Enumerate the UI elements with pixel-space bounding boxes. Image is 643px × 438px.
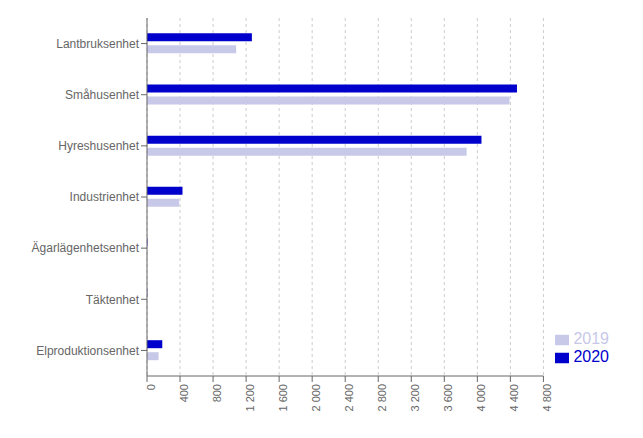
svg-text:0: 0 [145, 384, 157, 390]
svg-text:Industrienhet: Industrienhet [70, 190, 140, 204]
svg-text:2 000: 2 000 [310, 384, 322, 412]
html-text:2020: 2020 [573, 348, 609, 365]
svg-text:2 800: 2 800 [376, 384, 388, 412]
svg-text:Täktenhet: Täktenhet [86, 293, 140, 307]
svg-text:2 400: 2 400 [343, 384, 355, 412]
svg-text:4 000: 4 000 [475, 384, 487, 412]
svg-text:3 600: 3 600 [442, 384, 454, 412]
svg-text:Elproduktionsenhet: Elproduktionsenhet [36, 344, 139, 358]
svg-text:1 200: 1 200 [244, 384, 256, 412]
svg-text:Småhusenhet: Småhusenhet [65, 88, 140, 102]
svg-text:Ägarlägenhetsenhet: Ägarlägenhetsenhet [32, 241, 140, 255]
svg-text:4 800: 4 800 [541, 384, 553, 412]
html-text:2019: 2019 [573, 330, 609, 347]
svg-text:Lantbruksenhet: Lantbruksenhet [56, 37, 139, 51]
svg-text:400: 400 [178, 384, 190, 402]
svg-text:1 600: 1 600 [277, 384, 289, 412]
svg-text:3 200: 3 200 [409, 384, 421, 412]
svg-text:Hyreshusenhet: Hyreshusenhet [58, 139, 139, 153]
svg-text:4 400: 4 400 [508, 384, 520, 412]
svg-text:800: 800 [211, 384, 223, 402]
